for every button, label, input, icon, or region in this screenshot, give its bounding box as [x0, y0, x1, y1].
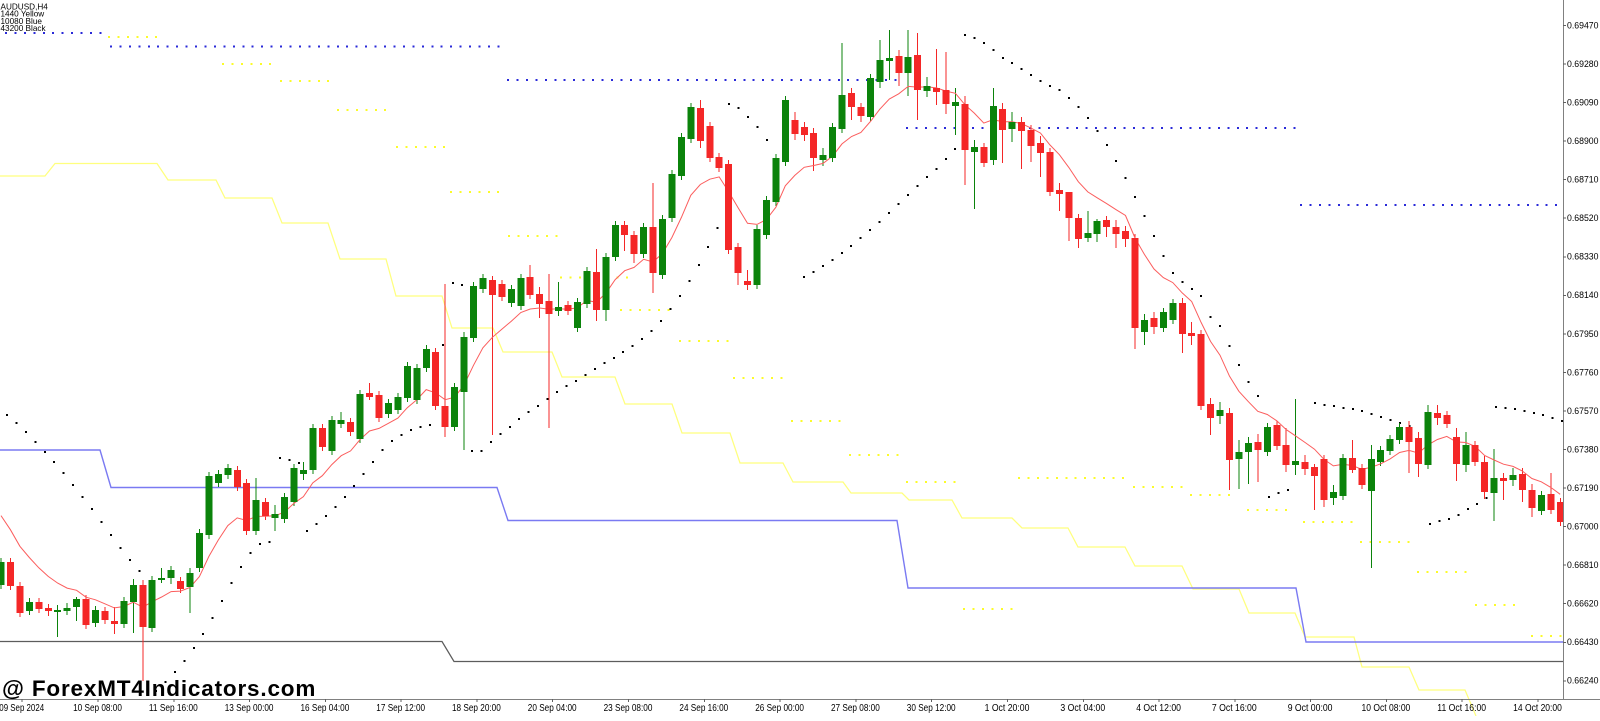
svg-text:0.68900: 0.68900	[1567, 136, 1599, 147]
svg-text:43200 Black: 43200 Black	[1, 24, 47, 33]
svg-text:17 Sep 12:00: 17 Sep 12:00	[376, 703, 425, 714]
svg-text:09 Sep 2024: 09 Sep 2024	[0, 703, 44, 714]
svg-text:13 Sep 00:00: 13 Sep 00:00	[225, 703, 274, 714]
svg-text:10 Sep 08:00: 10 Sep 08:00	[73, 703, 122, 714]
svg-text:20 Sep 04:00: 20 Sep 04:00	[528, 703, 577, 714]
svg-text:0.66620: 0.66620	[1567, 599, 1599, 610]
svg-text:0.68140: 0.68140	[1567, 290, 1599, 301]
svg-text:10 Oct 08:00: 10 Oct 08:00	[1362, 703, 1411, 714]
svg-text:3 Oct 04:00: 3 Oct 04:00	[1060, 703, 1105, 714]
svg-text:0.66430: 0.66430	[1567, 637, 1599, 648]
svg-text:26 Sep 00:00: 26 Sep 00:00	[755, 703, 804, 714]
svg-text:11 Oct 16:00: 11 Oct 16:00	[1437, 703, 1486, 714]
svg-text:0.66240: 0.66240	[1567, 676, 1599, 687]
svg-text:27 Sep 08:00: 27 Sep 08:00	[831, 703, 880, 714]
svg-text:16 Sep 04:00: 16 Sep 04:00	[301, 703, 350, 714]
svg-text:4 Oct 12:00: 4 Oct 12:00	[1136, 703, 1181, 714]
svg-text:10080 Blue: 10080 Blue	[1, 17, 43, 26]
svg-text:0.67190: 0.67190	[1567, 483, 1599, 494]
svg-text:0.68710: 0.68710	[1567, 175, 1599, 186]
svg-text:23 Sep 08:00: 23 Sep 08:00	[604, 703, 653, 714]
svg-text:0.67380: 0.67380	[1567, 445, 1599, 456]
svg-text:0.69470: 0.69470	[1567, 20, 1599, 31]
svg-text:14 Oct 20:00: 14 Oct 20:00	[1513, 703, 1562, 714]
svg-text:7 Oct 16:00: 7 Oct 16:00	[1212, 703, 1257, 714]
svg-text:30 Sep 12:00: 30 Sep 12:00	[907, 703, 956, 714]
svg-text:1440 Yellow: 1440 Yellow	[1, 10, 45, 19]
svg-text:0.67000: 0.67000	[1567, 522, 1599, 533]
svg-text:0.69280: 0.69280	[1567, 59, 1599, 70]
svg-text:0.68330: 0.68330	[1567, 252, 1599, 263]
svg-text:0.67760: 0.67760	[1567, 367, 1599, 378]
svg-text:24 Sep 16:00: 24 Sep 16:00	[679, 703, 728, 714]
svg-text:1 Oct 20:00: 1 Oct 20:00	[985, 703, 1030, 714]
svg-text:11 Sep 16:00: 11 Sep 16:00	[149, 703, 198, 714]
svg-text:0.66810: 0.66810	[1567, 560, 1599, 571]
svg-text:18 Sep 20:00: 18 Sep 20:00	[452, 703, 501, 714]
svg-text:9 Oct 00:00: 9 Oct 00:00	[1288, 703, 1333, 714]
svg-text:AUDUSD,H4: AUDUSD,H4	[1, 2, 49, 11]
svg-text:0.67570: 0.67570	[1567, 406, 1599, 417]
svg-text:0.68520: 0.68520	[1567, 213, 1599, 224]
svg-text:@ ForexMT4Indicators.com: @ ForexMT4Indicators.com	[2, 676, 316, 701]
svg-text:0.67950: 0.67950	[1567, 329, 1599, 340]
svg-text:0.69090: 0.69090	[1567, 98, 1599, 109]
